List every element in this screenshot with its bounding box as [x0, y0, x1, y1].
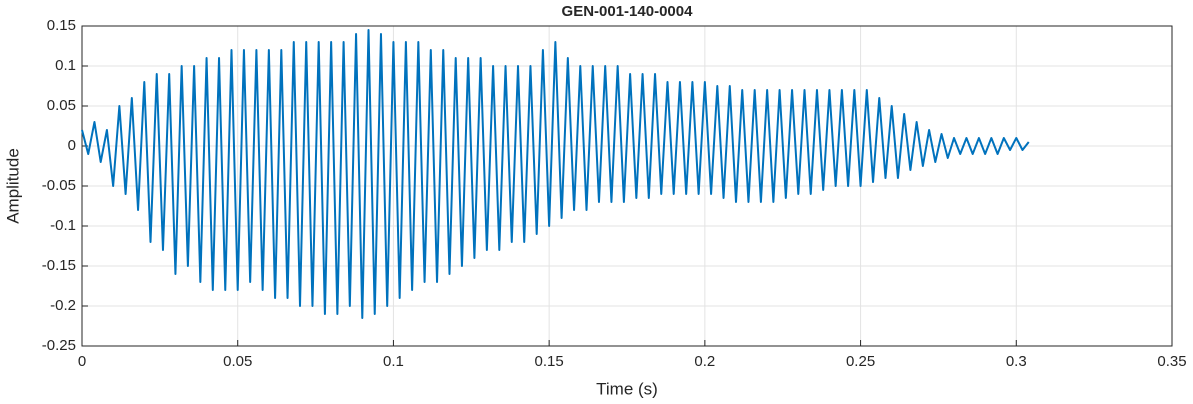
waveform-line: [81, 29, 1030, 319]
y-tick-label: 0.15: [47, 17, 76, 34]
y-tick-label: -0.1: [50, 217, 76, 234]
x-tick-label: 0.25: [846, 353, 875, 370]
x-tick-label: 0.3: [1006, 353, 1027, 370]
x-tick-label: 0: [78, 353, 86, 370]
y-tick-label: -0.15: [42, 257, 76, 274]
x-tick-label: 0.1: [383, 353, 404, 370]
x-tick-label: 0.05: [223, 353, 252, 370]
x-tick-label: 0.2: [694, 353, 715, 370]
y-tick-label: 0: [68, 137, 76, 154]
y-tick-label: 0.05: [47, 97, 76, 114]
y-axis-label: Amplitude: [3, 148, 22, 224]
plot-frame: [81, 25, 1173, 347]
x-tick-label: 0.35: [1157, 353, 1186, 370]
y-tick-label: -0.25: [42, 337, 76, 354]
x-axis-label: Time (s): [596, 379, 658, 398]
y-tick-label: -0.05: [42, 177, 76, 194]
y-tick-label: -0.2: [50, 297, 76, 314]
x-tick-label: 0.15: [535, 353, 564, 370]
chart-title: GEN-001-140-0004: [562, 3, 694, 20]
y-tick-label: 0.1: [55, 57, 76, 74]
